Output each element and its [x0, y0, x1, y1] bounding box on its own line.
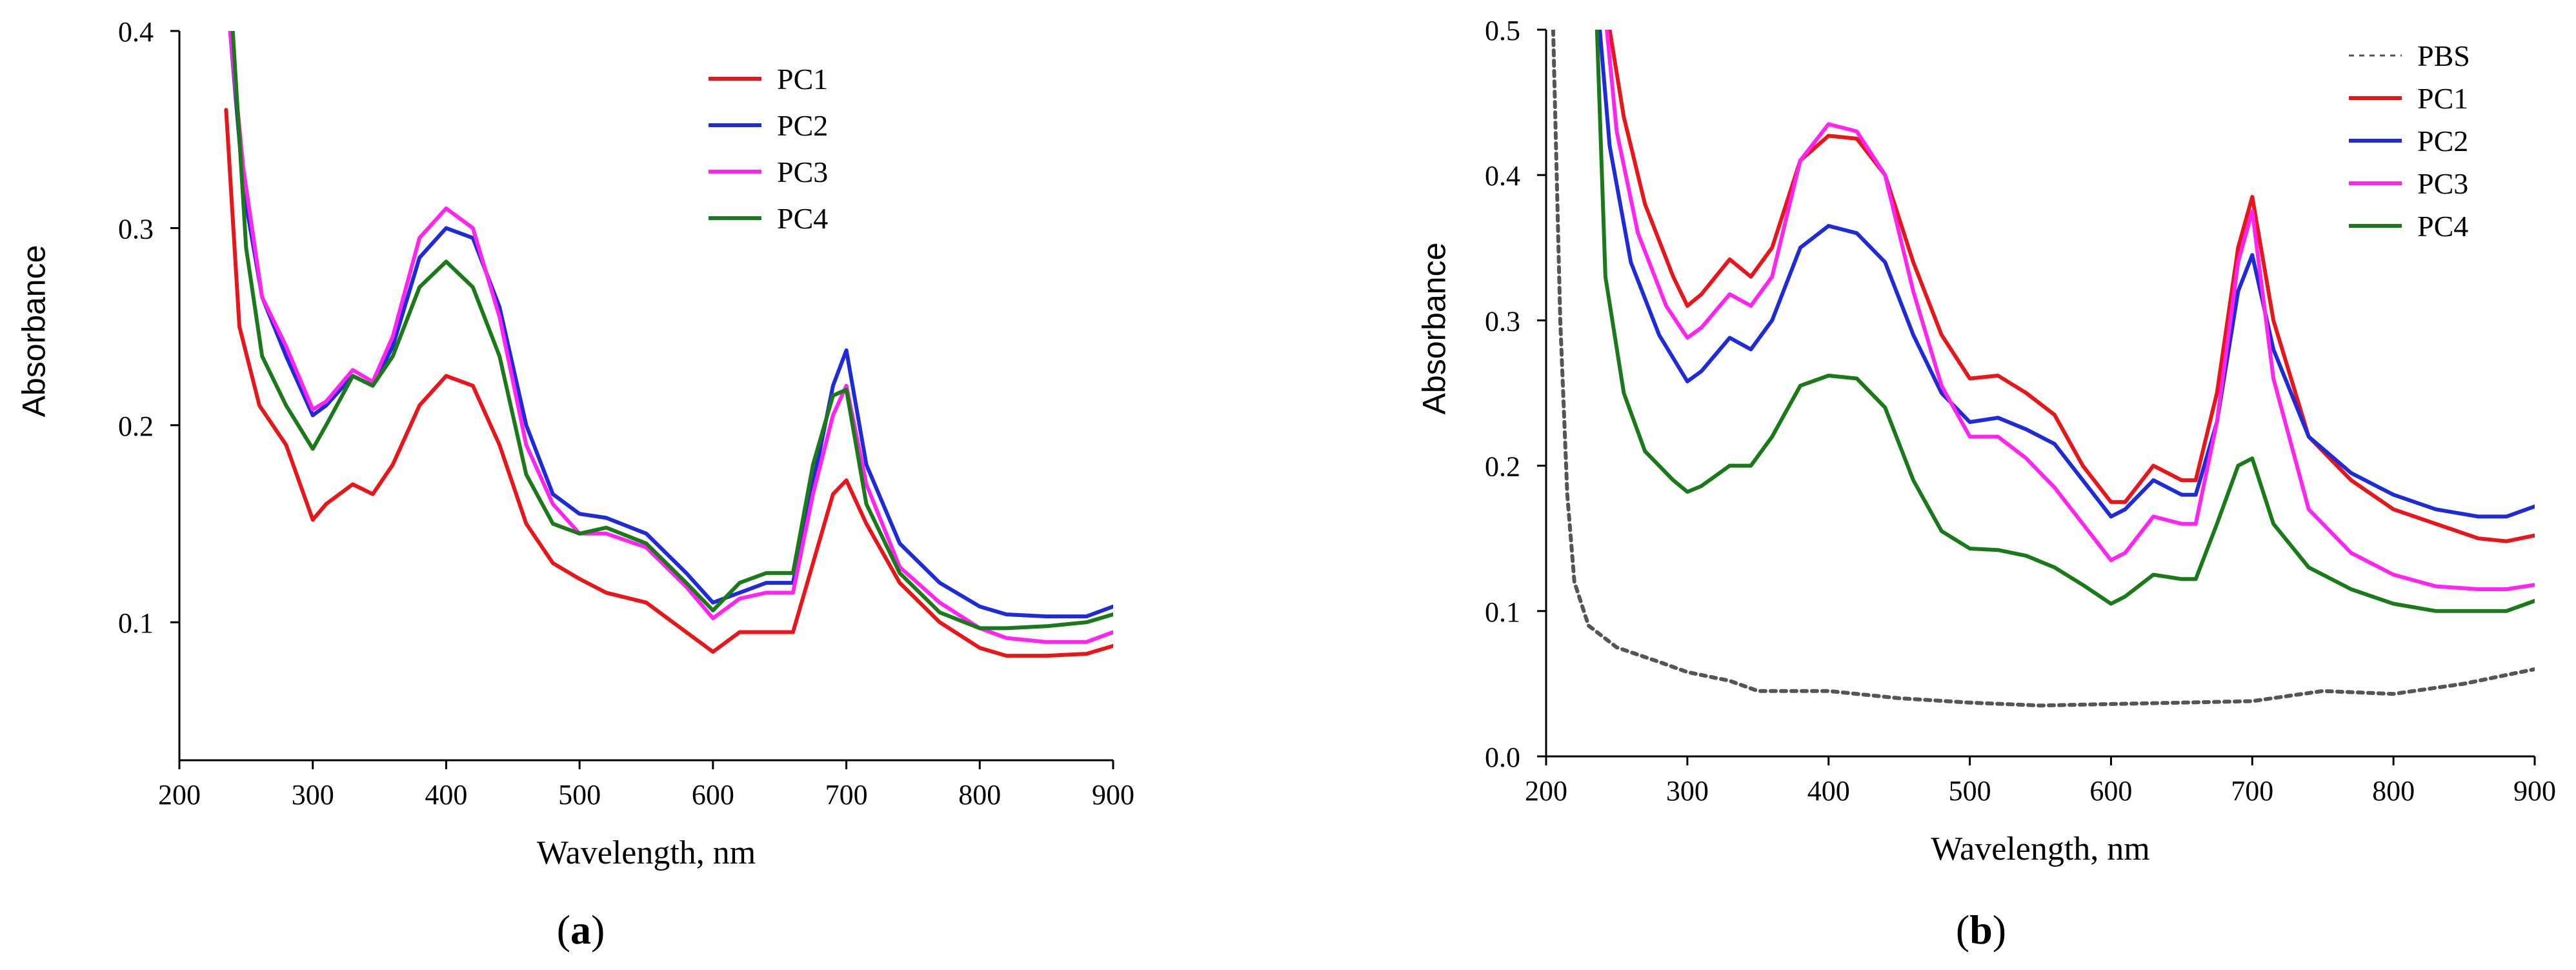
x-tick-label: 900 [1092, 779, 1134, 811]
x-tick-label: 700 [825, 779, 868, 811]
x-tick-label: 900 [2513, 775, 2556, 807]
legend-label-pc3: PC3 [2417, 167, 2468, 200]
y-axis-title: Absorbance [16, 245, 52, 418]
panel-label: (b) [1956, 907, 2006, 953]
y-tick-label: 0.4 [1485, 160, 1520, 192]
series-group [1551, 30, 2535, 708]
series-line-pc4 [1595, 30, 2535, 613]
series-line-pc4 [230, 31, 1113, 631]
series-line-pc1 [224, 108, 1113, 658]
x-axis-title: Wavelength, nm [537, 834, 756, 871]
x-tick-label: 700 [2231, 775, 2273, 807]
legend-label-pc4: PC4 [2417, 210, 2468, 243]
series-line-pbs [1551, 30, 2535, 708]
y-tick-label: 0.3 [118, 213, 154, 245]
series-line-pc2 [228, 31, 1113, 619]
y-tick-label: 0.1 [1485, 596, 1520, 628]
x-tick-label: 300 [292, 779, 334, 811]
x-tick-label: 600 [2089, 775, 2132, 807]
x-tick-label: 500 [558, 779, 601, 811]
y-tick-label: 0.1 [118, 607, 154, 639]
y-axis-title: Absorbance [1416, 243, 1453, 415]
x-tick-label: 200 [158, 779, 201, 811]
x-tick-label: 400 [1807, 775, 1850, 807]
legend-label-pc2: PC2 [2417, 125, 2468, 157]
x-tick-label: 500 [1949, 775, 1991, 807]
legend-label-pc1: PC1 [2417, 82, 2468, 115]
y-tick-label: 0.0 [1485, 742, 1520, 773]
x-tick-label: 400 [425, 779, 467, 811]
y-tick-label: 0.3 [1485, 305, 1520, 337]
series-line-pc3 [228, 31, 1113, 644]
y-tick-label: 0.2 [1485, 451, 1520, 483]
legend-label-pbs: PBS [2417, 39, 2470, 72]
y-tick-label: 0.2 [118, 410, 154, 442]
panel-label: (a) [557, 907, 605, 953]
x-axis-title: Wavelength, nm [1931, 831, 2150, 867]
y-tick-label: 0.5 [1485, 15, 1520, 46]
legend-label-pc1: PC1 [777, 63, 828, 96]
series-group [224, 31, 1113, 658]
chart-panel-b: 200 300 400 500 600 700 800 900 0.0 0.1 0.2 0.3 0.4 0… [1416, 15, 2557, 953]
chart-panel-a: 200 300 400 500 600 700 800 900 0.1 0.2 0.3 0.4 Wave… [16, 16, 1135, 953]
x-tick-label: 800 [958, 779, 1001, 811]
x-tick-label: 600 [692, 779, 734, 811]
legend-label-pc3: PC3 [777, 156, 828, 188]
x-tick-label: 800 [2372, 775, 2415, 807]
x-tick-label: 200 [1525, 775, 1567, 807]
x-tick-label: 300 [1666, 775, 1709, 807]
legend-label-pc4: PC4 [777, 202, 828, 235]
y-tick-label: 0.4 [118, 16, 154, 48]
legend-label-pc2: PC2 [777, 109, 828, 142]
series-line-pc2 [1598, 30, 2535, 519]
series-line-pc3 [1605, 30, 2535, 591]
